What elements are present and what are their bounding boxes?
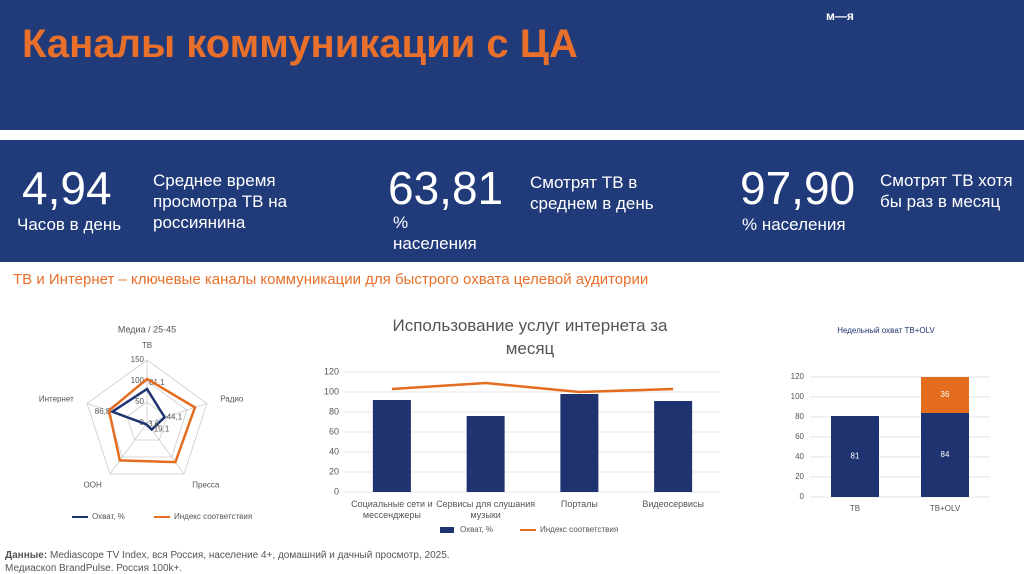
stats-band [0,140,1024,262]
legend-label: Индекс соответствия [174,512,252,521]
x-tick-label: Видеосервисы [642,499,704,509]
footer-label: Данные: [5,550,48,561]
category-label: Радио [220,394,244,403]
data-label: 86,8 [95,407,111,416]
stat-value: 63,81 [388,162,504,214]
chart-title: Медиа / 25-45 [118,324,176,334]
legend-swatch [440,527,454,533]
bar-segment [831,416,879,497]
axis-spoke [146,422,185,475]
stat-unit: Часов в день [17,215,122,234]
line [391,381,674,394]
footer: Данные: Mediascope TV Index, вся Россия,… [5,549,450,574]
y-tick-label: 0 [800,492,805,501]
bar [560,394,599,492]
legend-label: Охват, % [460,525,493,534]
footer-line: Mediascope TV Index, вся Россия, населен… [49,550,450,561]
category-label: ТВ [142,341,152,350]
y-tick-label: 100 [324,386,339,396]
y-tick-label: 80 [329,406,339,416]
legend-label: Индекс соответствия [540,525,618,534]
category-label: OOH [84,480,102,489]
axis-spoke [109,422,148,475]
bar-segment [921,377,969,413]
x-tick-label: ТВ [850,504,860,513]
bar-segment [921,413,969,497]
y-tick-label: 40 [795,452,804,461]
stat-text: Смотрят ТВ хотя бы раз в месяц [880,171,1013,211]
category-label: Интернет [39,394,74,403]
y-tick-label: 80 [795,412,804,421]
grid-line [86,359,208,475]
footer-line: Медиаскоп BrandPulse. Россия 100k+. [5,563,183,574]
y-tick-label: 20 [329,466,339,476]
x-tick-label: ТВ+OLV [930,504,961,513]
stat-value: 97,90 [740,162,856,214]
y-tick-label: 100 [791,392,805,401]
logo: м—я [826,9,854,23]
y-tick-label: 60 [795,432,804,441]
radar-line [107,377,197,464]
legend-label: Охват, % [92,512,125,521]
title: Каналы коммуникации с ЦА [22,22,578,66]
data-label: 81,1 [149,378,165,387]
y-tick-label: 100 [131,376,145,385]
bar [372,400,411,492]
x-tick-label: Социальные сети и мессенджеры [351,499,433,520]
data-label: 44,1 [167,412,183,421]
y-tick-label: 150 [131,355,145,364]
header-band [0,0,1024,130]
x-tick-label: Сервисы для слушания музыки [436,499,536,520]
y-tick-label: 60 [329,426,339,436]
y-tick-label: 50 [135,397,144,406]
y-tick-label: 20 [795,472,804,481]
axis-spoke [146,403,208,424]
chart-title: Недельный охват ТВ+OLV [837,326,935,335]
data-label: 36 [941,390,950,399]
x-tick-label: Порталы [560,499,598,509]
data-label: 19,1 [154,425,170,434]
y-tick-label: 120 [324,366,339,376]
y-tick-label: 40 [329,446,339,456]
chart-title: Использование услуг интернета за месяц [392,316,668,358]
data-label: 3,6 [148,419,160,428]
bar [654,401,693,492]
stat-unit: % населения [742,215,846,234]
stat-text: Смотрят ТВ в среднем в день [530,173,654,213]
data-label: 81 [851,452,860,461]
stat-value: 4,94 [22,162,112,214]
data-label: 84 [941,450,950,459]
y-tick-label: 120 [791,372,805,381]
category-label: Пресса [192,480,220,489]
bar [466,416,505,492]
y-tick-label: 0 [334,486,339,496]
stat-text: Среднее время просмотра ТВ на россиянина [153,171,288,232]
radar-line [109,387,167,432]
subtitle: ТВ и Интернет – ключевые каналы коммуник… [13,271,649,288]
stat-unit: % населения [393,213,477,253]
